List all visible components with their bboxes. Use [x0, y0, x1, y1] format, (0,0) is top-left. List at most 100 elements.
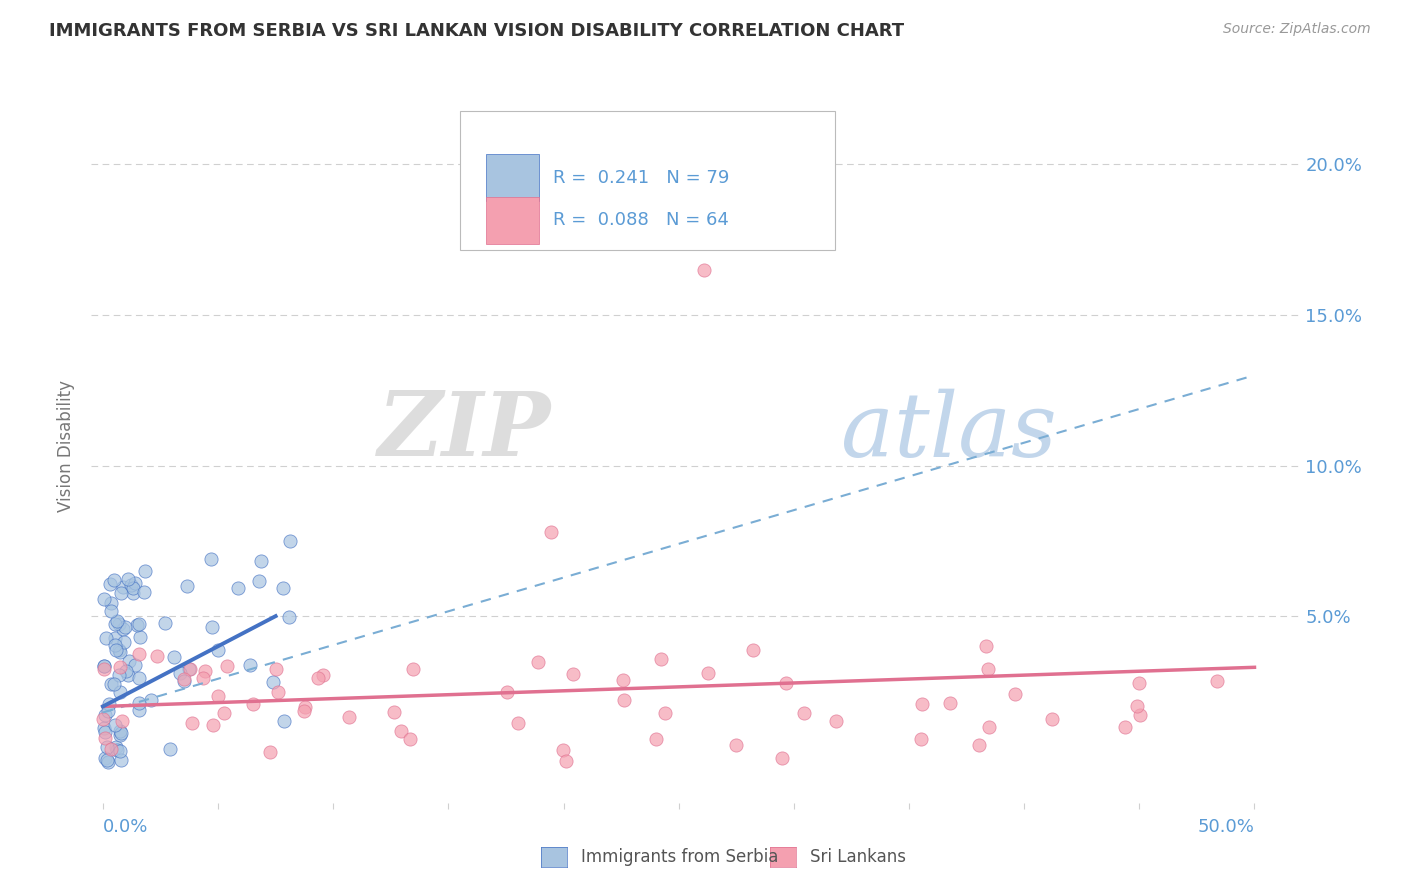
Point — [1206, 673, 1229, 688]
Point — [527, 655, 550, 669]
Point — [129, 630, 152, 644]
Point — [98, 697, 121, 711]
Point — [108, 645, 131, 659]
Point — [107, 617, 129, 632]
Point — [128, 617, 150, 632]
Point — [100, 677, 122, 691]
Point — [540, 524, 562, 539]
Point — [159, 742, 181, 756]
Point — [104, 642, 127, 657]
Point — [128, 696, 150, 710]
Text: atlas: atlas — [841, 388, 1057, 475]
Text: IMMIGRANTS FROM SERBIA VS SRI LANKAN VISION DISABILITY CORRELATION CHART: IMMIGRANTS FROM SERBIA VS SRI LANKAN VIS… — [49, 22, 904, 40]
Point — [114, 665, 136, 679]
Point — [294, 699, 316, 714]
Point — [239, 657, 262, 672]
Point — [108, 660, 131, 674]
Point — [650, 651, 672, 665]
Point — [613, 693, 636, 707]
Text: 0.0%: 0.0% — [103, 818, 148, 836]
Point — [117, 572, 139, 586]
Point — [153, 615, 176, 630]
Point — [93, 662, 115, 676]
Point — [100, 596, 122, 610]
Point — [134, 584, 156, 599]
Point — [176, 579, 198, 593]
Point — [742, 643, 765, 657]
Point — [1126, 699, 1149, 714]
Point — [173, 674, 195, 689]
Point — [112, 635, 135, 649]
FancyBboxPatch shape — [485, 154, 538, 202]
Point — [402, 662, 425, 676]
Point — [96, 753, 118, 767]
FancyBboxPatch shape — [485, 196, 538, 244]
Point — [110, 725, 132, 739]
Point — [645, 731, 668, 746]
Point — [307, 671, 329, 685]
Point — [389, 724, 412, 739]
Point — [93, 592, 115, 607]
Point — [496, 685, 519, 699]
Point — [508, 715, 530, 730]
Point — [128, 703, 150, 717]
Y-axis label: Vision Disability: Vision Disability — [58, 380, 76, 512]
Point — [100, 741, 122, 756]
Point — [1004, 687, 1026, 701]
Point — [278, 533, 301, 548]
Point — [124, 658, 146, 673]
Point — [553, 743, 575, 757]
Point — [122, 586, 145, 600]
Point — [337, 710, 360, 724]
Point — [97, 755, 120, 769]
Point — [122, 581, 145, 595]
Point — [103, 677, 125, 691]
Point — [108, 728, 131, 742]
Point — [201, 620, 224, 634]
Point — [191, 671, 214, 685]
Point — [382, 705, 405, 719]
Text: Sri Lankans: Sri Lankans — [810, 848, 905, 866]
Point — [967, 738, 990, 752]
Point — [772, 751, 794, 765]
Point — [654, 706, 676, 720]
Point — [1040, 712, 1063, 726]
Point — [212, 706, 235, 721]
Point — [696, 665, 718, 680]
Text: Immigrants from Serbia: Immigrants from Serbia — [581, 848, 778, 866]
Point — [94, 724, 117, 739]
Point — [108, 724, 131, 739]
Point — [110, 753, 132, 767]
Point — [105, 743, 128, 757]
Point — [120, 578, 142, 592]
Point — [264, 662, 287, 676]
Point — [824, 714, 846, 728]
Point — [247, 574, 270, 588]
Point — [173, 672, 195, 686]
Point — [105, 614, 128, 628]
Point — [911, 697, 934, 711]
Point — [1128, 675, 1150, 690]
Point — [104, 617, 127, 632]
Point — [228, 581, 250, 595]
Point — [96, 632, 118, 646]
Text: 50.0%: 50.0% — [1198, 818, 1254, 836]
Point — [259, 745, 281, 759]
Point — [93, 707, 115, 722]
Point — [114, 619, 136, 633]
Point — [108, 685, 131, 699]
Point — [398, 731, 420, 746]
Point — [117, 668, 139, 682]
Point — [974, 640, 997, 654]
Point — [104, 638, 127, 652]
Point — [112, 622, 135, 636]
Point — [262, 674, 284, 689]
Point — [207, 690, 229, 704]
Point — [105, 740, 128, 755]
Point — [98, 577, 121, 591]
Point — [103, 573, 125, 587]
Point — [217, 659, 239, 673]
Point — [127, 618, 149, 632]
Point — [793, 706, 815, 721]
Text: R =  0.241   N = 79: R = 0.241 N = 79 — [554, 169, 730, 186]
